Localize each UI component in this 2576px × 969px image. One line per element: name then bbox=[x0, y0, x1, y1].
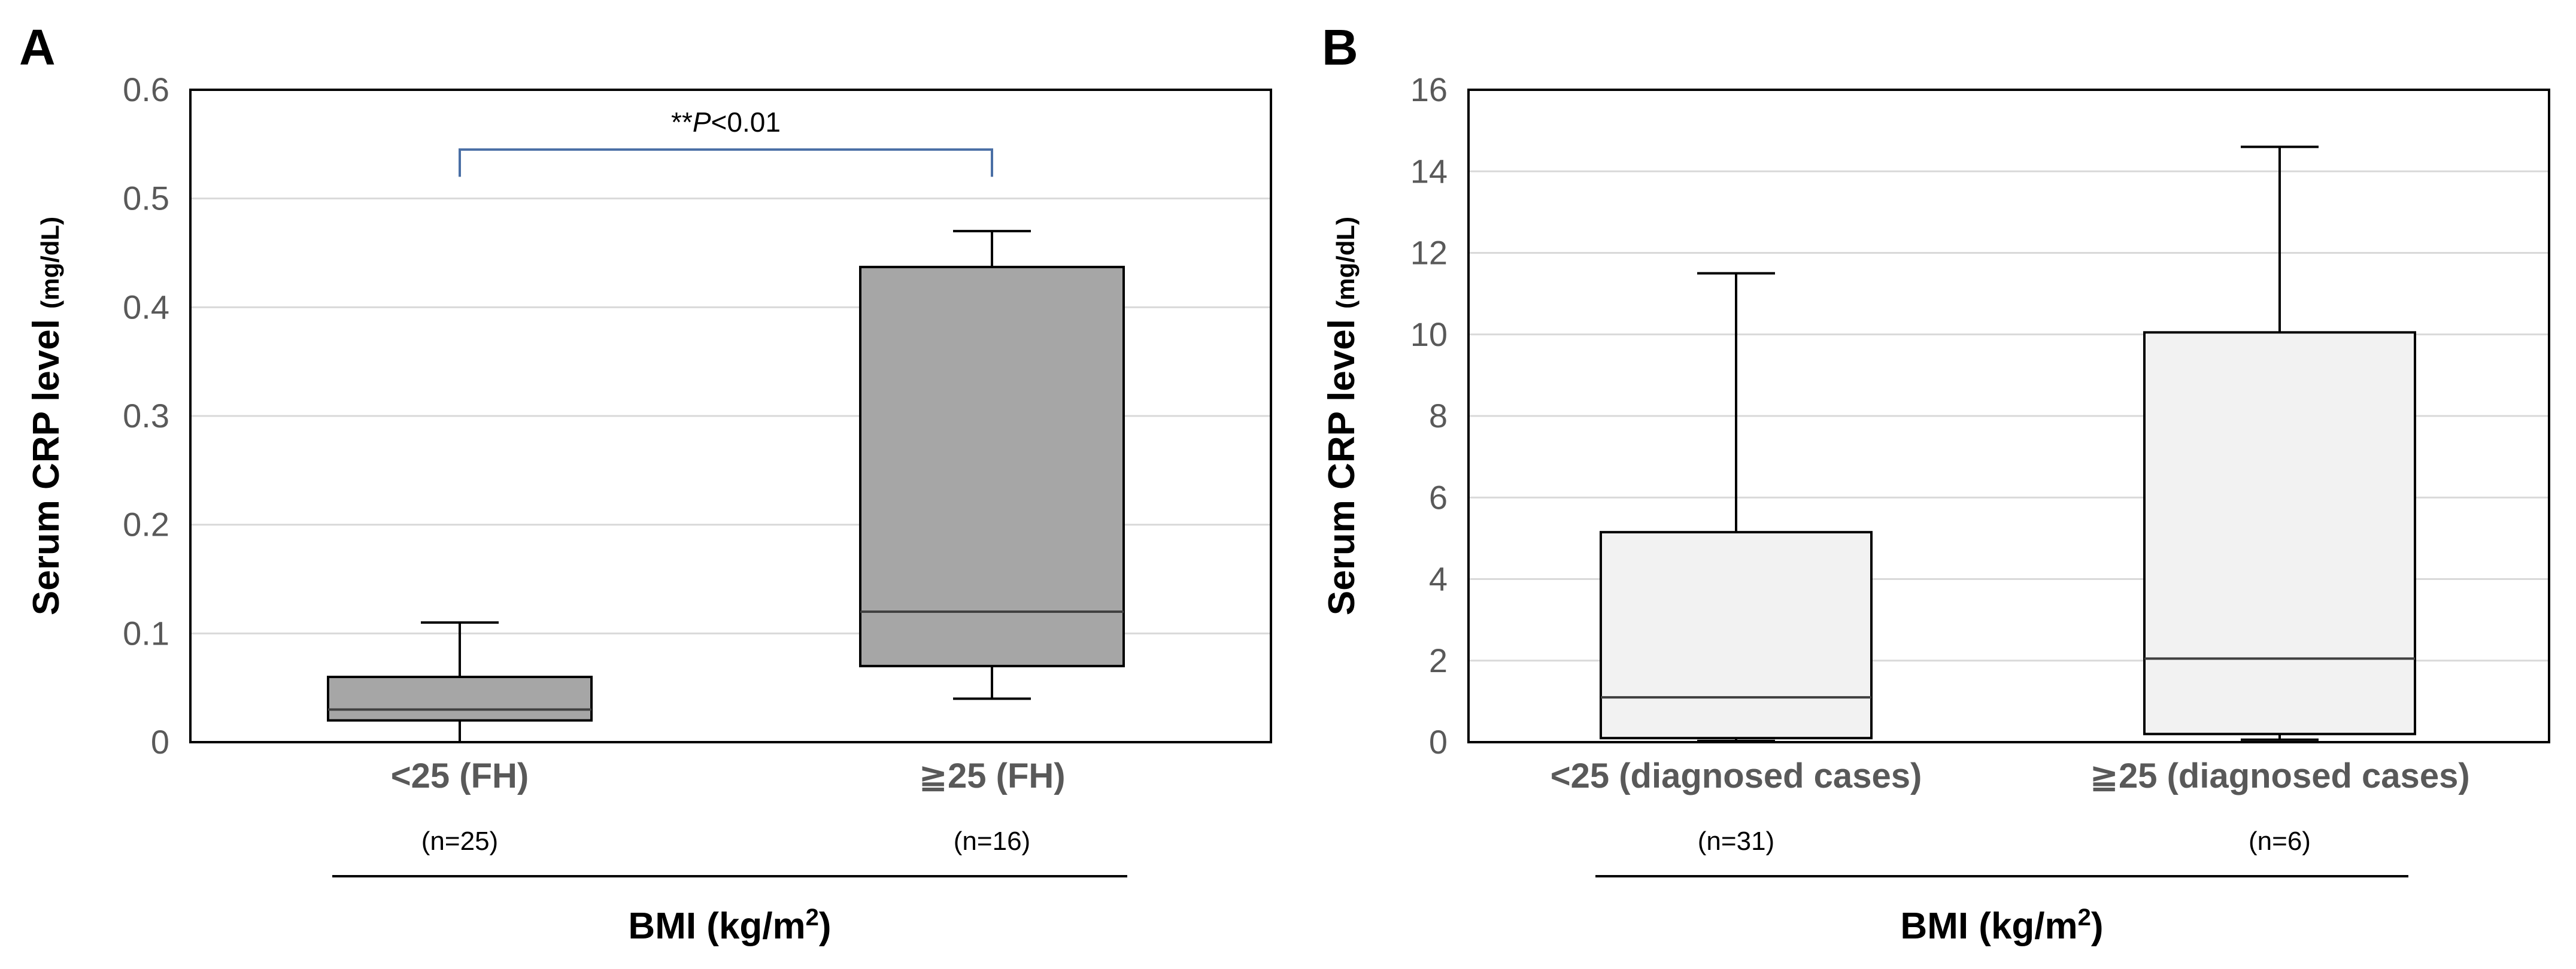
y-tick-label: 0.3 bbox=[123, 397, 169, 435]
n-label: (n=31) bbox=[1698, 827, 1774, 856]
panel-b: B 0 2 4 6 8 10 12 14 16 <25 (diagnosed cases) (n=31… bbox=[1321, 19, 2550, 947]
plot-frame bbox=[1467, 89, 2550, 743]
y-tick-label: 4 bbox=[1429, 560, 1448, 598]
y-tick-label: 0 bbox=[1429, 723, 1448, 761]
y-tick-label: 12 bbox=[1410, 234, 1448, 272]
category-label: <25 (FH) bbox=[391, 757, 529, 795]
y-tick-label: 0.5 bbox=[123, 180, 169, 217]
y-tick-label: 0.2 bbox=[123, 506, 169, 543]
plot-frame bbox=[189, 89, 1272, 743]
y-tick-label: 10 bbox=[1410, 315, 1448, 353]
box-2 bbox=[2143, 145, 2416, 741]
box-iqr bbox=[859, 266, 1125, 667]
x-axis-title: BMI (kg/m2) bbox=[1900, 904, 2103, 947]
category-label: <25 (diagnosed cases) bbox=[1551, 757, 1922, 795]
panel-letter: A bbox=[19, 19, 56, 75]
y-tick-label: 0 bbox=[151, 723, 169, 761]
y-axis-title: Serum CRP level (mg/dL) bbox=[1321, 217, 1363, 615]
y-axis-title: Serum CRP level (mg/dL) bbox=[26, 217, 67, 615]
y-tick-label: 8 bbox=[1429, 397, 1448, 435]
significance-bracket bbox=[459, 148, 993, 177]
box-2 bbox=[859, 230, 1125, 700]
y-tick-label: 0.1 bbox=[123, 614, 169, 652]
significance-label: **P<0.01 bbox=[671, 107, 781, 138]
y-tick-label: 0.4 bbox=[123, 288, 169, 326]
y-tick-label: 6 bbox=[1429, 478, 1448, 516]
category-label: ≧25 (diagnosed cases) bbox=[2089, 757, 2469, 795]
n-label: (n=25) bbox=[421, 827, 498, 856]
panel-letter: B bbox=[1322, 19, 1358, 75]
y-tick-label: 16 bbox=[1410, 71, 1448, 108]
y-tick-label: 0.6 bbox=[123, 71, 169, 108]
y-tick-label: 2 bbox=[1429, 642, 1448, 679]
n-label: (n=6) bbox=[2249, 827, 2311, 856]
box-iqr bbox=[327, 676, 593, 722]
category-label: ≧25 (FH) bbox=[918, 757, 1065, 795]
panel-a: A 0 0.1 0.2 0.3 0.4 0.5 0.6 <25 (FH) (n=25) ≧25 (F… bbox=[19, 19, 1272, 947]
box-iqr bbox=[2143, 331, 2416, 736]
x-axis-title: BMI (kg/m2) bbox=[628, 904, 831, 947]
y-tick-label: 14 bbox=[1410, 152, 1448, 190]
box-iqr bbox=[1600, 531, 1873, 740]
n-label: (n=16) bbox=[954, 827, 1030, 856]
box-1 bbox=[327, 621, 593, 743]
box-1 bbox=[1600, 272, 1873, 742]
